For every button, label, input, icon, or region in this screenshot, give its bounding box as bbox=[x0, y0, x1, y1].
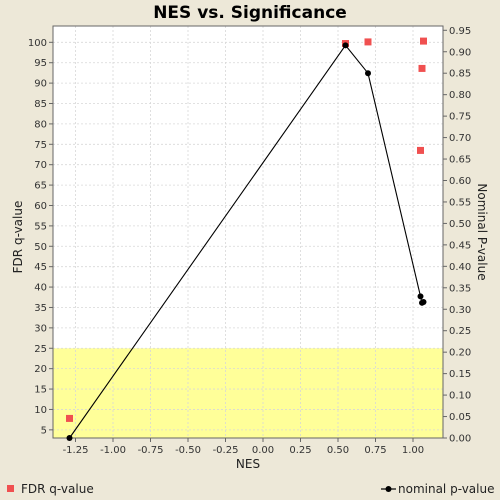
y-right-tick-label: 0.10 bbox=[449, 391, 471, 402]
x-tick-label: 0.50 bbox=[327, 445, 349, 456]
y-left-tick-label: 45 bbox=[34, 262, 47, 273]
y-left-tick-label: 70 bbox=[34, 160, 47, 171]
x-tick-label: -0.25 bbox=[213, 445, 239, 456]
x-tick-label: -1.00 bbox=[100, 445, 126, 456]
pvalue-point bbox=[66, 435, 73, 441]
y-left-tick-label: 65 bbox=[34, 181, 47, 192]
y-left-tick-label: 25 bbox=[34, 344, 47, 355]
y-left-tick-label: 30 bbox=[34, 323, 47, 334]
fdr-point bbox=[420, 37, 427, 45]
pvalue-point bbox=[417, 293, 424, 300]
y-right-tick-label: 0.30 bbox=[449, 305, 471, 316]
y-left-tick-label: 90 bbox=[34, 79, 47, 90]
significance-band bbox=[53, 348, 443, 438]
y-right-tick-label: 0.40 bbox=[449, 262, 471, 273]
y-left-tick-label: 55 bbox=[34, 221, 47, 232]
x-tick-label: -0.50 bbox=[175, 445, 201, 456]
y-left-tick-label: 100 bbox=[28, 38, 47, 49]
chart-title: NES vs. Significance bbox=[153, 3, 347, 23]
x-tick-label: 0.25 bbox=[289, 445, 311, 456]
legend-pvalue-label: nominal p-value bbox=[398, 482, 494, 496]
pvalue-point bbox=[342, 42, 349, 49]
y-right-tick-label: 0.85 bbox=[449, 69, 471, 80]
y-right-tick-label: 0.15 bbox=[449, 369, 471, 380]
y-right-tick-label: 0.60 bbox=[449, 176, 471, 187]
legend-fdr-label: FDR q-value bbox=[21, 482, 94, 496]
plot-frame bbox=[52, 25, 444, 439]
y-right-tick-label: 0.05 bbox=[449, 412, 471, 423]
y-left-tick-label: 20 bbox=[34, 364, 47, 375]
legend-fdr-marker bbox=[7, 485, 14, 492]
x-axis-title: NES bbox=[236, 457, 260, 471]
plot-area: -1.25 -1.00 -0.75 -0.50 -0.25 0.00 0.25 0.50 0.7… bbox=[28, 25, 471, 456]
x-tick-label: 1.00 bbox=[402, 445, 424, 456]
y-left-tick-label: 95 bbox=[34, 58, 47, 69]
x-tick-label: -0.75 bbox=[138, 445, 164, 456]
y-left-tick-label: 10 bbox=[34, 405, 47, 416]
y-right-tick-label: 0.75 bbox=[449, 112, 471, 123]
y-right-tick-label: 0.20 bbox=[449, 348, 471, 359]
legend: FDR q-value nominal p-value bbox=[7, 482, 494, 496]
y-left-tick-label: 15 bbox=[34, 385, 47, 396]
y-right-tick-label: 0.00 bbox=[449, 434, 471, 445]
x-tick-label: -1.25 bbox=[63, 445, 89, 456]
y-axis-right-title: Nominal P-value bbox=[475, 183, 489, 280]
y-axis-left-title: FDR q-value bbox=[11, 201, 25, 274]
pvalue-point bbox=[420, 298, 427, 305]
y-right-tick-label: 0.80 bbox=[449, 90, 471, 101]
y-left-tick-label: 5 bbox=[41, 425, 47, 436]
pvalue-point bbox=[365, 70, 371, 77]
y-left-tick-label: 80 bbox=[34, 119, 47, 130]
y-left-tick-label: 60 bbox=[34, 201, 47, 212]
y-left-tick-label: 85 bbox=[34, 99, 47, 110]
y-right-tick-label: 0.50 bbox=[449, 219, 471, 230]
y-left-tick-label: 50 bbox=[34, 242, 47, 253]
fdr-point bbox=[417, 146, 424, 154]
fdr-point bbox=[418, 64, 426, 72]
y-left-tick-label: 40 bbox=[34, 283, 47, 294]
y-right-tick-label: 0.45 bbox=[449, 240, 471, 251]
y-left-tick-label: 35 bbox=[34, 303, 47, 314]
y-left-tick-label: 75 bbox=[34, 140, 47, 151]
y-right-tick-label: 0.90 bbox=[449, 47, 471, 58]
y-right-tick-label: 0.55 bbox=[449, 197, 471, 208]
x-tick-label: 0.00 bbox=[252, 445, 274, 456]
legend-pvalue-marker bbox=[385, 486, 392, 492]
y-right-tick-label: 0.35 bbox=[449, 283, 471, 294]
y-right-tick-label: 0.65 bbox=[449, 155, 471, 166]
y-right-tick-label: 0.70 bbox=[449, 133, 471, 144]
fdr-point bbox=[364, 38, 372, 46]
fdr-point bbox=[66, 414, 73, 422]
y-right-tick-label: 0.25 bbox=[449, 326, 471, 337]
y-right-tick-label: 0.95 bbox=[449, 26, 471, 37]
x-tick-label: 0.75 bbox=[364, 445, 386, 456]
